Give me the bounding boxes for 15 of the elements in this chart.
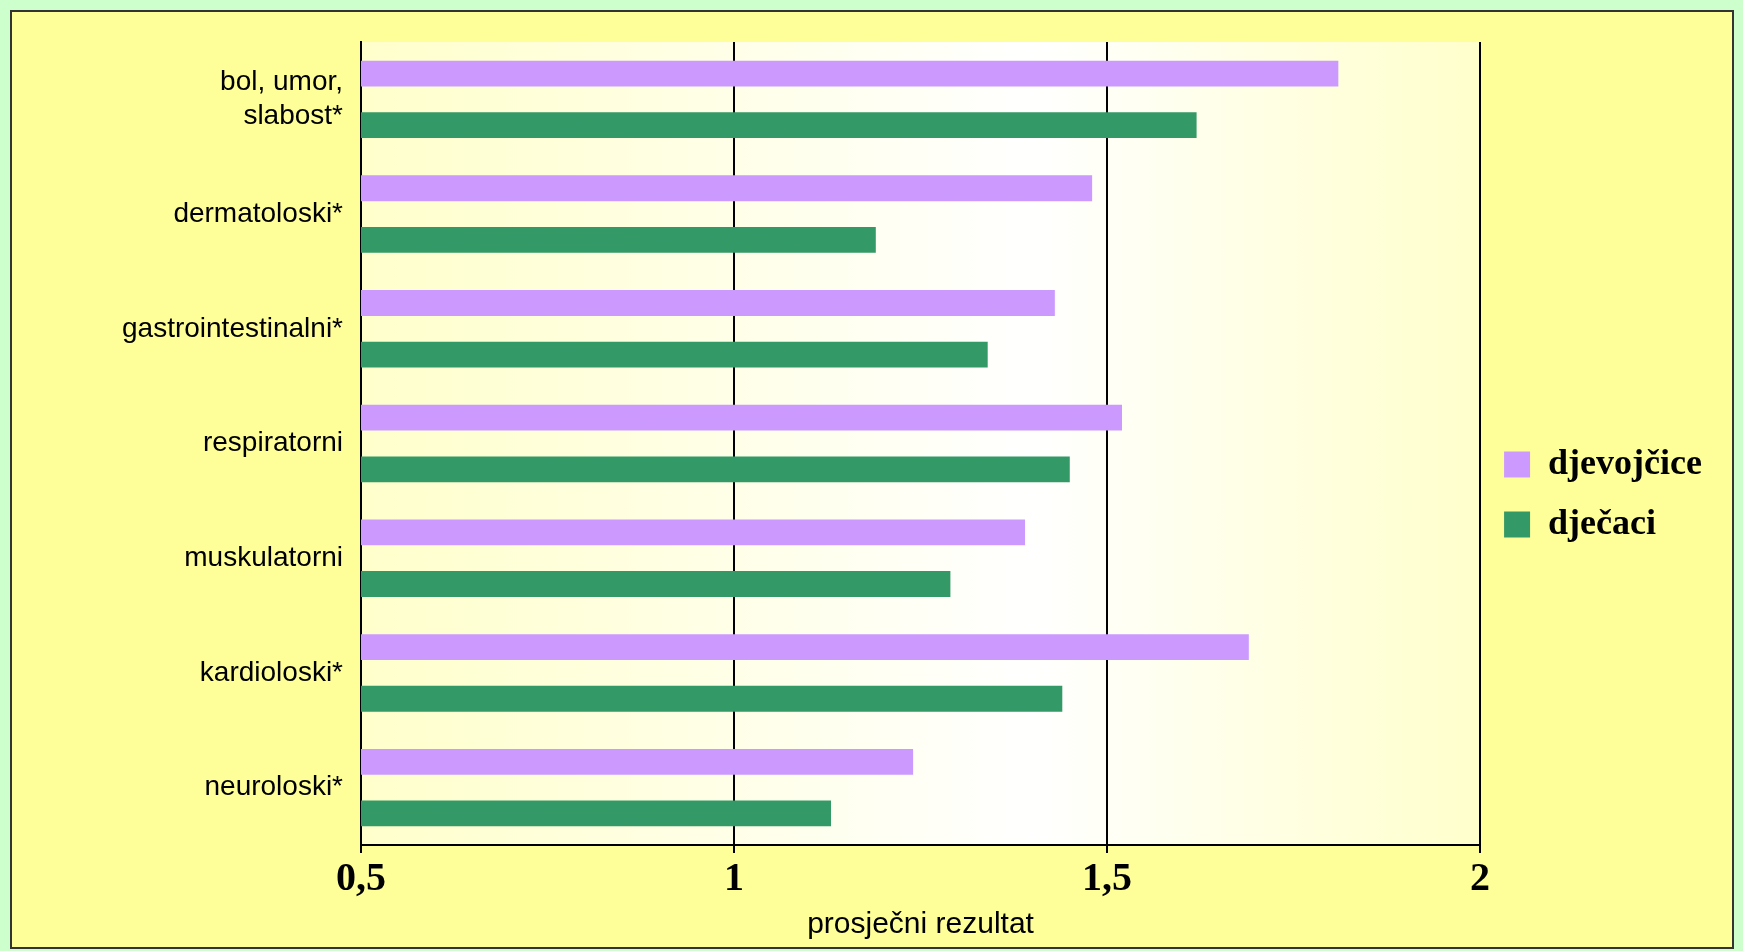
category-label: bol, umor, bbox=[220, 65, 344, 97]
legend-label: djevojčice bbox=[1548, 441, 1703, 482]
y-tick-label: dermatoloski* bbox=[173, 196, 344, 228]
y-tick-label: gastrointestinalni* bbox=[121, 311, 344, 343]
x-tick-label: 1 bbox=[724, 854, 745, 900]
x-axis-title: prosječni rezultat bbox=[807, 906, 1035, 940]
y-tick-label: kardioloski* bbox=[199, 655, 344, 687]
legend-label: dječaci bbox=[1548, 501, 1657, 542]
x-tick-label: 1,5 bbox=[1082, 854, 1133, 900]
x-tick-label: 2 bbox=[1470, 854, 1491, 900]
y-tick-label: respiratorni bbox=[202, 426, 344, 458]
x-tick-label: 0,5 bbox=[336, 854, 387, 900]
y-tick-label: neuroloski* bbox=[204, 770, 344, 802]
y-tick-label: muskulatorni bbox=[184, 540, 344, 572]
category-label: slabost* bbox=[243, 98, 344, 130]
